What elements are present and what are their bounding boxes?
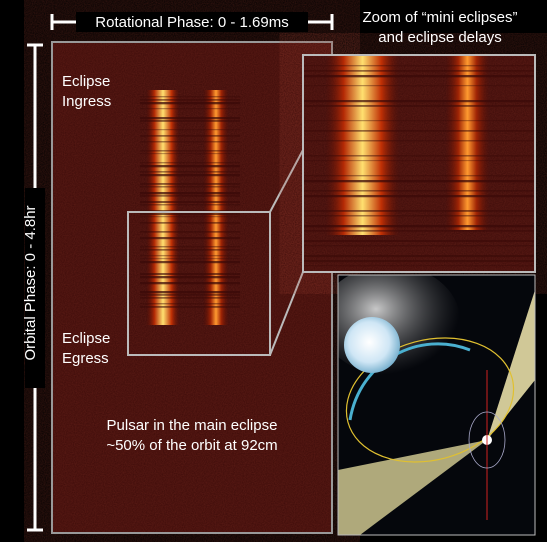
caption: Pulsar in the main eclipse — [107, 417, 278, 434]
band — [303, 175, 535, 177]
egress-label: Egress — [62, 350, 109, 367]
band — [140, 249, 240, 251]
band — [303, 140, 535, 142]
band — [303, 265, 535, 267]
band — [140, 297, 240, 299]
band — [303, 105, 535, 107]
band — [140, 294, 240, 296]
band — [140, 276, 240, 279]
band — [140, 246, 240, 248]
band — [140, 222, 240, 224]
band — [140, 201, 240, 203]
zoom-box — [127, 211, 271, 356]
band — [140, 120, 240, 122]
band — [140, 237, 240, 240]
band — [303, 260, 535, 263]
band — [140, 153, 240, 155]
zoom-inset — [302, 54, 536, 273]
band — [303, 215, 535, 217]
ingress-label: Ingress — [62, 93, 111, 110]
band — [140, 108, 240, 110]
band — [303, 130, 535, 132]
band — [303, 85, 535, 87]
band — [140, 186, 240, 188]
orbital-phase-label: Orbital Phase: 0 - 4.8hr — [22, 205, 39, 360]
band — [140, 141, 240, 143]
band — [303, 195, 535, 198]
band — [140, 150, 240, 152]
band — [303, 210, 535, 212]
band — [140, 171, 240, 173]
band — [303, 180, 535, 183]
band — [303, 75, 535, 78]
band — [140, 204, 240, 206]
band — [303, 155, 535, 157]
band — [303, 120, 535, 122]
band — [140, 261, 240, 264]
band — [303, 230, 535, 232]
band — [303, 255, 535, 258]
band — [303, 240, 535, 242]
rotational-phase-label: Rotational Phase: 0 - 1.69ms — [95, 14, 288, 31]
band — [140, 174, 240, 177]
band — [140, 165, 240, 168]
band — [303, 70, 535, 72]
egress-label: Eclipse — [62, 330, 110, 347]
band — [140, 231, 240, 233]
band — [140, 291, 240, 294]
band — [140, 282, 240, 285]
band — [303, 190, 535, 192]
band — [140, 306, 240, 308]
band — [303, 245, 535, 247]
caption: ~50% of the orbit at 92cm — [106, 437, 277, 454]
band — [140, 183, 240, 185]
band — [140, 192, 240, 195]
main-panel — [51, 41, 333, 534]
band — [140, 135, 240, 137]
band — [140, 216, 240, 218]
band — [303, 225, 535, 228]
band — [303, 100, 535, 103]
ingress-label: Eclipse — [62, 73, 110, 90]
band — [303, 160, 535, 162]
band — [140, 195, 240, 197]
band — [140, 102, 240, 105]
band — [140, 99, 240, 101]
band — [140, 258, 240, 260]
band — [140, 213, 240, 216]
band — [140, 129, 240, 131]
band — [303, 65, 535, 67]
zoom-caption: Zoom of “mini eclipses” — [362, 9, 517, 26]
band — [140, 117, 240, 120]
band — [140, 273, 240, 275]
artist-impression — [338, 275, 535, 535]
band — [140, 303, 240, 305]
band — [140, 255, 240, 257]
zoom-caption: and eclipse delays — [378, 29, 501, 46]
band — [140, 162, 240, 164]
band — [140, 96, 240, 98]
